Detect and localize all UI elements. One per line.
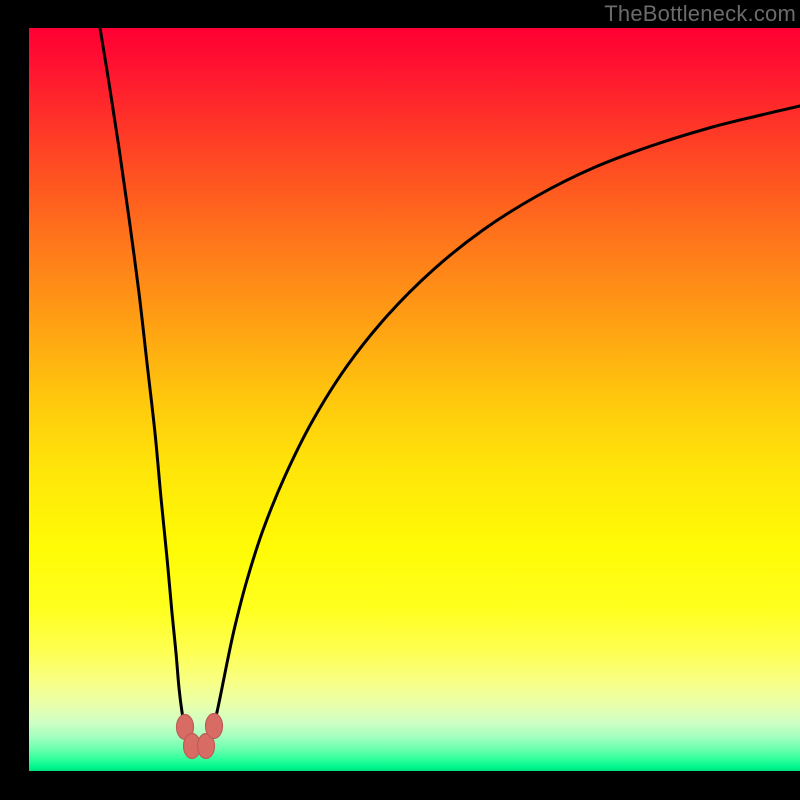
curve-marker bbox=[206, 714, 223, 739]
bottleneck-chart bbox=[29, 28, 800, 771]
gradient-background bbox=[29, 28, 800, 771]
chart-frame bbox=[0, 0, 800, 800]
plot-area bbox=[29, 28, 800, 771]
watermark-text: TheBottleneck.com bbox=[604, 1, 796, 27]
